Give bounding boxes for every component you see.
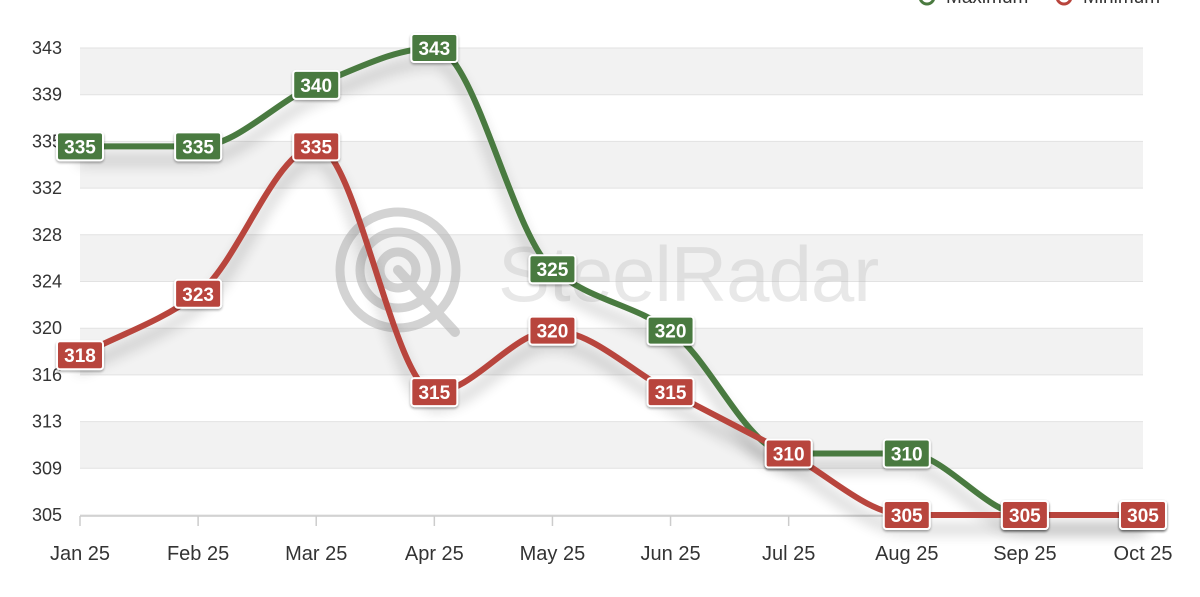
x-tick-label: Aug 25 — [875, 543, 938, 565]
legend-circle-marker — [1056, 0, 1072, 6]
data-label: 315 — [410, 377, 459, 408]
data-label: 335 — [292, 131, 341, 162]
data-label: 325 — [528, 254, 577, 285]
data-label-text: 310 — [773, 445, 805, 466]
data-label-box — [410, 377, 459, 408]
x-tick-label: Oct 25 — [1114, 543, 1173, 565]
data-label: 310 — [764, 438, 813, 469]
data-label: 320 — [646, 315, 695, 346]
data-label-box — [882, 438, 931, 469]
y-tick-label: 343 — [32, 38, 62, 58]
data-label: 305 — [1000, 500, 1049, 530]
y-axis-tick-labels: 305 309 313 316 320 324 328 332 335 339 343 — [32, 38, 62, 525]
data-label: 305 — [882, 500, 931, 530]
grid-band — [80, 141, 1143, 189]
y-tick-label: 335 — [32, 131, 62, 151]
data-label-box — [528, 315, 577, 346]
y-tick-label: 332 — [32, 178, 62, 198]
data-label: 343 — [410, 33, 459, 63]
data-label-box — [292, 131, 341, 162]
data-label: 315 — [646, 377, 695, 408]
data-label-box — [764, 438, 813, 469]
y-tick-label: 305 — [32, 505, 62, 525]
x-tick-label: Jan 25 — [50, 543, 110, 565]
steelradar-watermark-logo: SteelRadar — [335, 207, 879, 337]
data-label-box — [174, 131, 223, 162]
data-label: 340 — [292, 69, 341, 100]
legend-circle-marker — [919, 0, 935, 6]
data-label-text: 343 — [418, 39, 450, 60]
data-label-text: 315 — [418, 383, 450, 404]
x-tick-label: Apr 25 — [405, 543, 464, 565]
data-label: 320 — [528, 315, 577, 346]
y-tick-label: 324 — [32, 272, 62, 292]
x-tick-label: Jul 25 — [762, 543, 815, 565]
data-label-text: 310 — [891, 445, 923, 466]
data-label-box — [882, 500, 931, 530]
x-tick-label: Sep 25 — [993, 543, 1056, 565]
x-tick-label: Feb 25 — [167, 543, 229, 565]
data-labels: 335 335 340 343 325 320 310 310 305 305 318 323 335 3… — [56, 33, 1167, 530]
legend-item[interactable]: Maximum — [915, 0, 1028, 8]
data-label-box — [56, 131, 104, 162]
data-label-box — [174, 278, 223, 309]
y-tick-label: 328 — [32, 225, 62, 245]
data-label: 335 — [174, 131, 223, 162]
data-label-text: 320 — [655, 322, 687, 343]
data-label-text: 315 — [655, 383, 687, 404]
y-tick-label: 309 — [32, 458, 62, 478]
data-label-box — [1119, 500, 1167, 530]
y-tick-label: 339 — [32, 85, 62, 105]
data-label-box — [646, 377, 695, 408]
data-label-text: 335 — [300, 137, 332, 158]
y-tick-label: 316 — [32, 365, 62, 385]
x-tick-label: Jun 25 — [641, 543, 701, 565]
data-label-text: 335 — [182, 137, 214, 158]
data-label: 323 — [174, 278, 223, 309]
legend-label: Minimum — [1083, 0, 1160, 8]
data-label-text: 340 — [300, 76, 332, 97]
series-line-0[interactable] — [77, 45, 1146, 518]
data-label-text: 335 — [64, 137, 96, 158]
legend[interactable]: Maximum Minimum — [915, 0, 1160, 8]
grid-band — [80, 421, 1143, 469]
data-label-box — [292, 69, 341, 100]
data-label-box — [410, 33, 459, 63]
data-label: 318 — [56, 340, 104, 371]
data-label-text: 318 — [64, 346, 96, 367]
grid-lines — [80, 47, 1143, 516]
y-tick-label: 313 — [32, 412, 62, 432]
data-label-box — [56, 340, 104, 371]
data-label-text: 305 — [1009, 506, 1041, 527]
data-label-text: 325 — [537, 260, 569, 281]
data-label: 305 — [1119, 500, 1167, 530]
data-label-text: 320 — [537, 322, 569, 343]
data-label-box — [528, 254, 577, 285]
grid-band — [80, 234, 1143, 282]
x-tick-label: Mar 25 — [285, 543, 347, 565]
data-label: 310 — [882, 438, 931, 469]
x-axis-tick-labels: Jan 25 Feb 25 Mar 25 Apr 25 May 25 Jun 25 Jul … — [50, 543, 1172, 565]
grid-band — [80, 48, 1143, 95]
legend-item[interactable]: Minimum — [1052, 0, 1160, 8]
x-tick-label: May 25 — [520, 543, 586, 565]
data-label: 335 — [56, 131, 104, 162]
data-label-text: 323 — [182, 285, 214, 306]
data-label-text: 305 — [1127, 506, 1159, 527]
legend-label: Maximum — [946, 0, 1028, 8]
y-tick-label: 320 — [32, 318, 62, 338]
data-label-text: 305 — [891, 506, 923, 527]
data-label-box — [646, 315, 695, 346]
data-label-box — [1000, 500, 1049, 530]
